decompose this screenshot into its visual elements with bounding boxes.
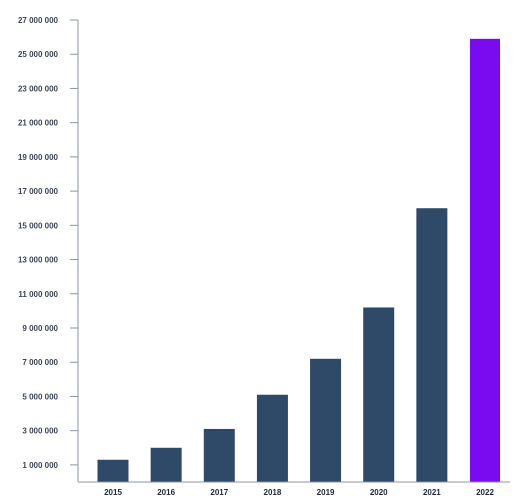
bar-2020 [363,307,395,482]
x-tick-label-2020: 2020 [370,488,388,497]
y-tick-label: 21 000 000 [18,119,59,128]
y-tick-label: 15 000 000 [18,221,59,230]
x-tick-label-2018: 2018 [264,488,282,497]
bar-2019 [310,358,342,482]
y-tick-label: 1 000 000 [22,461,58,470]
bar-2017 [203,428,235,482]
x-tick-label-2019: 2019 [317,488,335,497]
y-tick-label: 13 000 000 [18,256,59,265]
y-tick-label: 9 000 000 [22,324,58,333]
bar-2016 [150,447,182,482]
y-axis-ticks: 1 000 000 3 000 000 5 000 000 7 000 000 9 00… [18,16,78,470]
bars [97,38,500,482]
bar-2021 [416,208,448,482]
y-tick-label: 19 000 000 [18,153,59,162]
y-tick-label: 7 000 000 [22,358,58,367]
x-tick-label-2015: 2015 [104,488,122,497]
bar-2018 [256,394,288,482]
bar-2022 [470,38,500,482]
x-axis-labels: 2015 2016 2017 2018 2019 2020 2021 2022 [104,488,494,497]
y-tick-label: 11 000 000 [18,290,58,299]
y-tick-label: 17 000 000 [18,187,59,196]
y-tick-label: 25 000 000 [18,50,59,59]
bar-2015 [97,459,129,482]
x-tick-label-2016: 2016 [157,488,175,497]
y-tick-label: 5 000 000 [22,392,58,401]
x-tick-label-2017: 2017 [210,488,228,497]
y-tick-label: 23 000 000 [18,84,59,93]
y-tick-label: 3 000 000 [22,427,58,436]
x-tick-label-2021: 2021 [423,488,441,497]
y-tick-label: 27 000 000 [18,16,59,25]
x-tick-label-2022: 2022 [476,488,494,497]
